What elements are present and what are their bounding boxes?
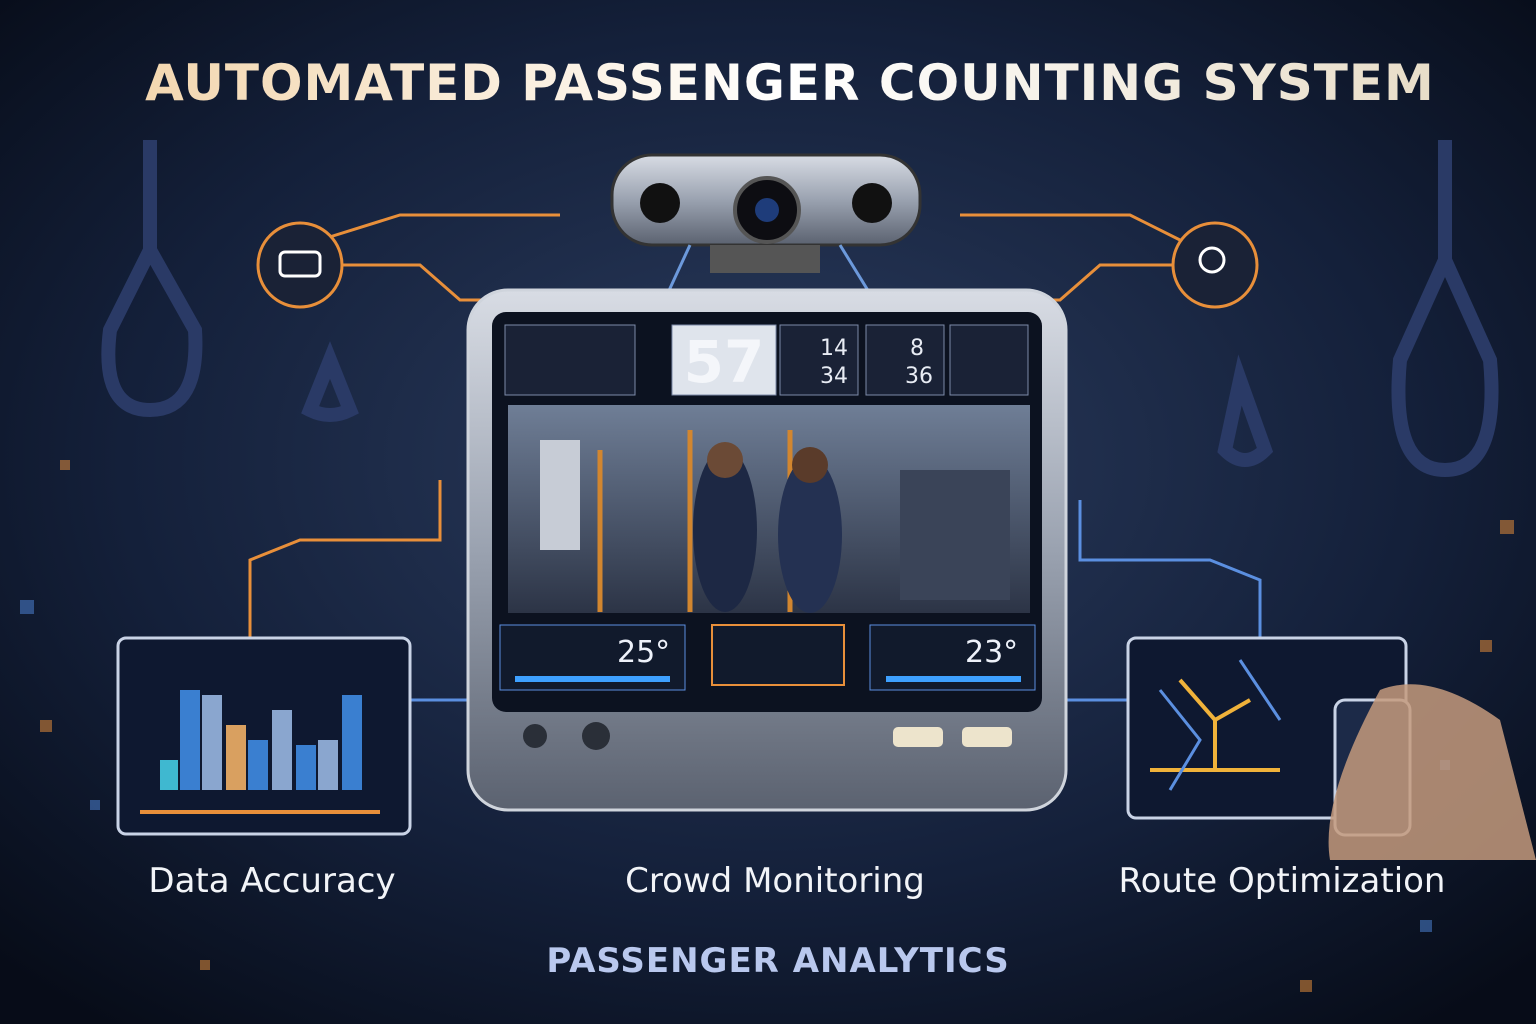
stat-top: 8 <box>910 336 924 361</box>
stat-bottom: 36 <box>905 364 933 389</box>
stat-top: 14 <box>820 336 848 361</box>
feature-label: Data Accuracy <box>148 861 395 901</box>
bus-icon-shape <box>278 250 322 278</box>
route-tablet <box>1126 636 1536 860</box>
feature-label: Crowd Monitoring <box>625 861 925 901</box>
feature-label: Route Optimization <box>1118 861 1445 901</box>
stat-bottom: 34 <box>820 364 848 389</box>
subtitle: PASSENGER ANALYTICS <box>546 941 1009 981</box>
bus-icon <box>256 221 344 309</box>
analytics-tablet <box>116 636 412 836</box>
readout: 25° <box>617 635 670 670</box>
search-icon-shape <box>1198 246 1226 274</box>
hand-straps <box>101 140 1499 478</box>
title: AUTOMATED PASSENGER COUNTING SYSTEM <box>145 54 1435 112</box>
readout: 23° <box>965 635 1018 670</box>
monitor <box>466 288 1068 812</box>
passenger-count: 57 <box>684 328 765 396</box>
search-icon <box>1171 221 1259 309</box>
